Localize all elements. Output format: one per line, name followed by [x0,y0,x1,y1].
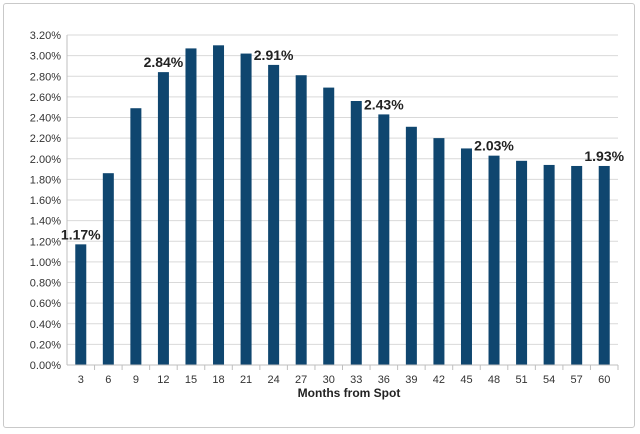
x-tick-label: 27 [295,374,307,386]
x-tick-label: 57 [571,374,583,386]
x-tick-label: 21 [240,374,252,386]
data-labels: 1.17% 2.84% 2.91% 2.43% 2.03% 1.93% [61,47,625,242]
y-tick-label: 1.80% [30,174,61,186]
x-tick-label: 12 [157,374,169,386]
x-tick-labels: 3 6 9 12 15 18 21 24 27 30 33 36 39 42 45 48 51 54 57 60 [78,374,611,386]
data-label-60: 1.93% [584,148,624,164]
y-tick-label: 0.80% [30,278,61,290]
gridlines [67,34,618,345]
y-tick-label: 0.00% [30,360,61,372]
bar-51 [516,160,528,365]
y-tick-label: 2.40% [30,113,61,125]
bar-36 [378,114,390,365]
y-tick-label: 2.00% [30,154,61,166]
y-tick-label: 2.80% [30,71,61,83]
bar-60 [598,165,610,365]
y-tick-label: 1.00% [30,257,61,269]
bar-42 [433,138,445,365]
y-tick-label: 1.40% [30,216,61,228]
bar-33 [350,101,362,365]
y-tick-label: 0.20% [30,339,61,351]
bar-24 [268,64,280,365]
x-tick-label: 60 [598,374,610,386]
bar-30 [323,87,335,365]
x-tick-label: 33 [350,374,362,386]
x-tick-label: 15 [185,374,197,386]
y-tick-label: 0.40% [30,319,61,331]
x-axis-title: Months from Spot [298,386,401,400]
y-tick-label: 1.20% [30,236,61,248]
bar-54 [543,164,555,365]
x-tick-label: 39 [405,374,417,386]
bar-21 [240,53,252,365]
y-tick-label: 2.20% [30,133,61,145]
x-tick-label: 48 [488,374,500,386]
x-tick-label: 3 [78,374,84,386]
y-tick-label: 0.60% [30,298,61,310]
y-tick-label: 3.20% [30,30,61,42]
x-tick-label: 18 [212,374,224,386]
bar-3 [75,244,87,365]
bar-57 [571,165,583,365]
bar-27 [295,75,307,365]
data-label-36: 2.43% [364,96,404,112]
y-tick-labels: 0.00% 0.20% 0.40% 0.60% 0.80% 1.00% 1.20% 1.40%… [30,30,61,372]
bar-18 [213,45,225,365]
axes [66,35,619,370]
y-tick-label: 1.60% [30,195,61,207]
y-tick-label: 3.00% [30,51,61,63]
y-tick-label: 2.60% [30,92,61,104]
bar-chart: 0.00% 0.20% 0.40% 0.60% 0.80% 1.00% 1.20% 1.40%… [30,30,625,400]
bar-6 [102,173,114,365]
x-tick-label: 36 [378,374,390,386]
bar-12 [157,72,169,365]
data-label-24: 2.91% [254,47,294,63]
bars [75,45,610,365]
bar-39 [405,126,417,365]
bar-9 [130,108,142,365]
x-tick-label: 51 [515,374,527,386]
x-tick-label: 54 [543,374,555,386]
bar-45 [460,148,472,365]
chart-frame: 0.00% 0.20% 0.40% 0.60% 0.80% 1.00% 1.20% 1.40%… [3,3,635,428]
bar-15 [185,48,197,365]
data-label-48: 2.03% [474,138,514,154]
data-label-12: 2.84% [144,54,184,70]
x-tick-label: 30 [323,374,335,386]
bar-48 [488,155,500,365]
x-tick-label: 9 [133,374,139,386]
x-tick-label: 6 [105,374,111,386]
x-tick-label: 42 [433,374,445,386]
x-tick-label: 45 [460,374,472,386]
x-tick-label: 24 [268,374,280,386]
data-label-3: 1.17% [61,226,101,242]
